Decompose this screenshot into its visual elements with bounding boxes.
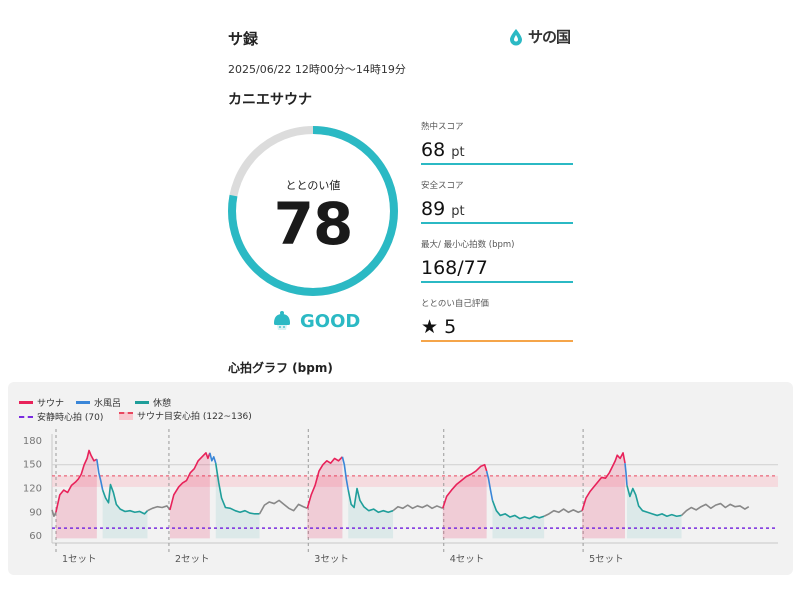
stat-value: ★ 5 [421,316,457,338]
sauna-area [442,464,487,539]
rest-area [492,500,545,539]
y-tick-label: 60 [29,531,42,542]
stat-divider [421,340,573,342]
heart-rate-chart-card: サウナ 水風呂 休憩 安静時心拍 (70) サウナ目安心拍 (122~136) … [8,382,793,575]
sauna-line [306,456,343,509]
stat-value: 168/77 [421,257,488,279]
cold_bath-line [624,463,628,486]
gauge-caption: ととのい値 [285,179,341,192]
rest-line [101,483,149,515]
legend-rest: 休憩 [135,396,171,409]
set-label: 3セット [314,554,349,565]
stat-label: 最大/ 最小心拍数 (bpm) [421,240,515,250]
stat-label: 安全スコア [421,181,464,191]
rating-badge: GOOD [272,310,360,332]
legend-sauna: サウナ [19,396,64,409]
sauna-area [582,452,626,539]
sauna-hat-icon [274,311,290,330]
stat-self-evaluation: ととのい自己評価 ★ 5 [421,297,573,342]
other-line [147,505,171,512]
cold_bath-line [485,470,494,501]
set-label: 5セット [589,554,624,565]
cold_bath-line [341,456,350,491]
gauge-progress [228,126,398,296]
other-line [258,499,308,515]
session-time: 2025/06/22 12時00分〜14時19分 [228,63,406,76]
stat-value: 89 pt [421,198,465,220]
y-tick-label: 180 [23,436,42,447]
rest-area [215,463,260,539]
legend-swatch [135,401,149,404]
brand-logo: サの国 [508,26,571,47]
graph-title: 心拍グラフ (bpm) [228,361,333,375]
gauge-value: 78 [273,190,354,258]
stat-heart-rate: 最大/ 最小心拍数 (bpm) 168/77 [421,238,573,283]
rest-area [348,488,394,539]
legend-swatch [19,415,33,418]
other-line [680,502,750,517]
sauna-line [55,449,98,513]
brand-name: サの国 [528,28,571,46]
sauna-line [169,452,211,511]
legend-swatch [119,411,133,420]
app-title: サ録 [228,30,259,48]
legend-resting-hr: 安静時心拍 (70) [19,410,103,423]
drop-icon [510,28,522,45]
stat-divider [421,281,573,283]
other-line [392,504,444,512]
rest-line [626,485,682,518]
sauna-area [55,450,97,539]
target-band [52,475,778,487]
rest-area [626,485,682,539]
totonoi-gauge [228,126,398,296]
set-label: 1セット [62,554,97,565]
rest-line [347,487,394,514]
stat-safety-score: 安全スコア 89 pt [421,179,573,224]
rest-line [214,463,260,515]
cold_bath-line [96,459,104,491]
legend-swatch [76,401,90,404]
stat-label: ととのい自己評価 [421,299,489,309]
stat-divider [421,222,573,224]
stat-label: 熱中スコア [421,122,464,132]
heart-rate-chart: 60 90 120 150 180 1セット 2セット 3セット 4セット 5セット [23,429,778,565]
sauna-line [581,452,626,511]
facility-name: カニエサウナ [228,92,312,108]
star-icon: ★ [421,316,439,338]
cold_bath-line [209,452,217,464]
set-label: 2セット [175,554,210,565]
stat-divider [421,163,573,165]
y-tick-label: 90 [29,507,42,518]
set-label: 4セット [450,554,485,565]
other-line [51,509,57,518]
sauna-area [169,452,210,539]
rest-line [491,500,545,520]
sauna-line [442,463,488,509]
stat-value: 68 pt [421,139,465,161]
legend-swatch [19,401,33,404]
stat-heat-score: 熱中スコア 68 pt [421,120,573,165]
legend-sauna-target: サウナ目安心拍 (122~136) [119,409,252,422]
y-tick-label: 120 [23,484,42,495]
legend-cold-bath: 水風呂 [76,396,121,409]
other-line [543,508,583,517]
sauna-area [307,456,343,539]
y-tick-label: 150 [23,460,42,471]
rating-label: GOOD [300,310,361,332]
